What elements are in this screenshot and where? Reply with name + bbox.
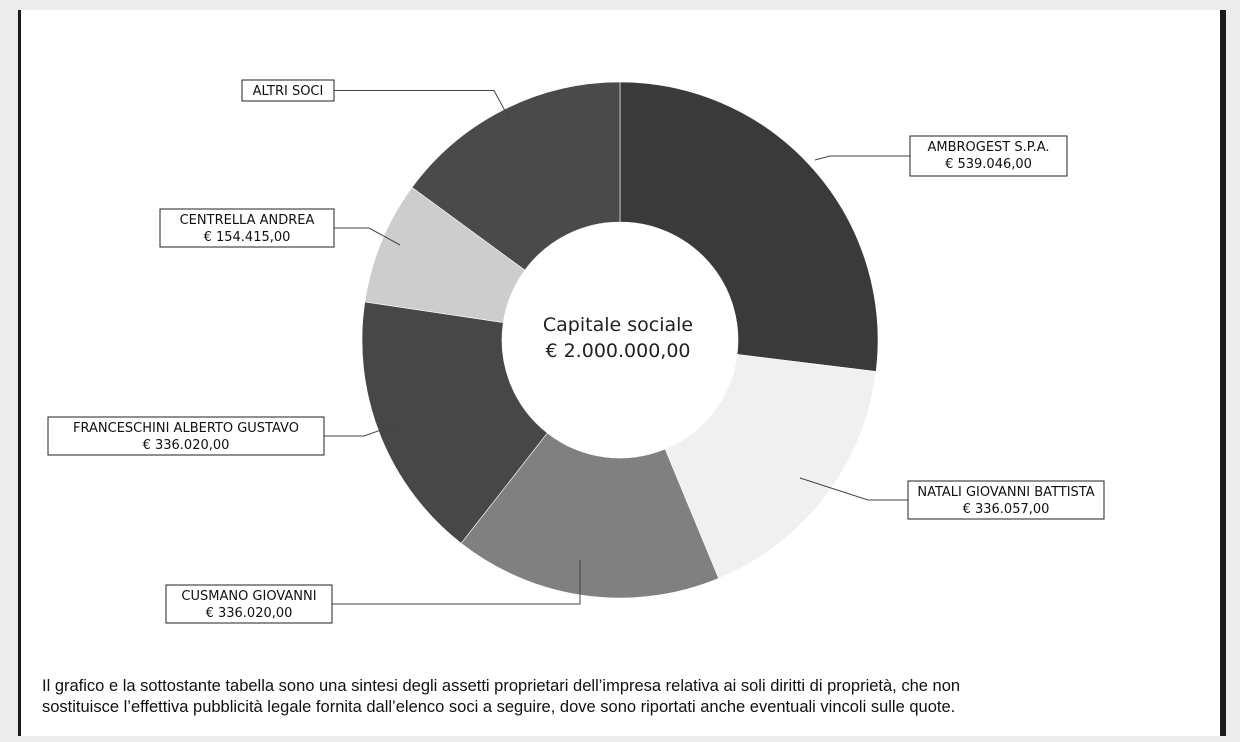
leader-centrella-andrea xyxy=(334,227,401,246)
slice-labels: AMBROGEST S.P.A. € 539.046,00 NATALI GIOVA… xyxy=(47,79,1105,624)
slice-ambrogest-s-p-a xyxy=(619,81,879,372)
slice-value-natali-giovanni-battista: € 336.057,00 xyxy=(963,502,1050,517)
slice-value-cusmano-giovanni: € 336.020,00 xyxy=(206,606,293,621)
slice-franceschini-alberto-gustavo xyxy=(361,301,548,544)
label-box-ambrogest-s-p-a xyxy=(909,135,1068,177)
disclaimer-line-2: sostituisce l’effettiva pubblicità legal… xyxy=(42,698,956,716)
label-box-altri-soci xyxy=(241,79,335,102)
label-box-natali-giovanni-battista xyxy=(907,480,1105,520)
label-box-centrella-andrea xyxy=(159,208,335,248)
leader-ambrogest-s-p-a xyxy=(814,155,910,161)
leader-altri-soci xyxy=(334,90,511,121)
slice-name-altri-soci: ALTRI SOCI xyxy=(253,84,324,99)
slice-name-natali-giovanni-battista: NATALI GIOVANNI BATTISTA xyxy=(917,485,1094,500)
slice-natali-giovanni-battista xyxy=(664,354,877,579)
slice-value-franceschini-alberto-gustavo: € 336.020,00 xyxy=(143,438,230,453)
leader-lines xyxy=(324,90,910,605)
donut-slices xyxy=(361,81,879,599)
disclaimer-note: Il grafico e la sottostante tabella sono… xyxy=(42,676,1212,718)
slice-name-cusmano-giovanni: CUSMANO GIOVANNI xyxy=(181,589,316,604)
disclaimer-line-1: Il grafico e la sottostante tabella sono… xyxy=(42,677,961,695)
center-label-title: Capitale sociale xyxy=(543,314,693,336)
slice-name-franceschini-alberto-gustavo: FRANCESCHINI ALBERTO GUSTAVO xyxy=(73,421,299,436)
slice-name-centrella-andrea: CENTRELLA ANDREA xyxy=(180,213,315,228)
center-label-value: € 2.000.000,00 xyxy=(545,340,690,362)
label-box-cusmano-giovanni xyxy=(165,584,333,624)
leader-natali-giovanni-battista xyxy=(799,477,908,501)
slice-cusmano-giovanni xyxy=(460,432,720,599)
slice-value-centrella-andrea: € 154.415,00 xyxy=(204,230,291,245)
slice-altri-soci xyxy=(411,81,621,271)
slice-value-ambrogest-s-p-a: € 539.046,00 xyxy=(945,157,1032,172)
label-box-franceschini-alberto-gustavo xyxy=(47,416,325,456)
leader-franceschini-alberto-gustavo xyxy=(324,424,396,437)
leader-cusmano-giovanni xyxy=(332,560,581,605)
slice-name-ambrogest-s-p-a: AMBROGEST S.P.A. xyxy=(927,140,1049,155)
